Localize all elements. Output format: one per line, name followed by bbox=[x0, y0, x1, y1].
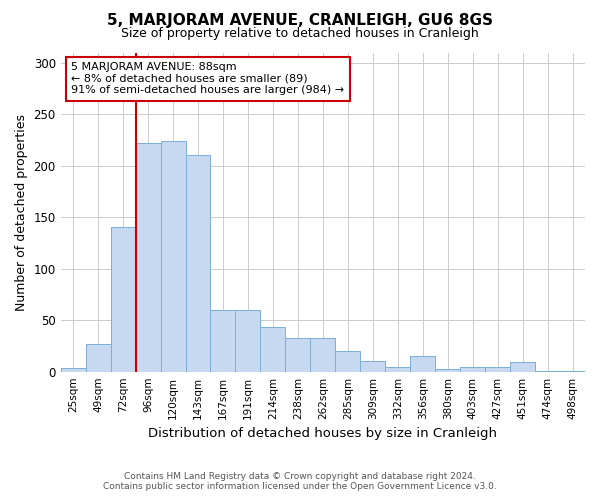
Bar bbox=[211, 310, 235, 372]
Bar bbox=[510, 362, 535, 372]
Bar bbox=[335, 351, 360, 372]
Bar bbox=[410, 356, 435, 372]
Bar bbox=[260, 328, 286, 372]
X-axis label: Distribution of detached houses by size in Cranleigh: Distribution of detached houses by size … bbox=[148, 427, 497, 440]
Y-axis label: Number of detached properties: Number of detached properties bbox=[15, 114, 28, 310]
Bar bbox=[136, 143, 161, 372]
Bar bbox=[110, 226, 136, 372]
Bar bbox=[235, 310, 260, 372]
Bar bbox=[360, 362, 385, 372]
Text: 5 MARJORAM AVENUE: 88sqm
← 8% of detached houses are smaller (89)
91% of semi-de: 5 MARJORAM AVENUE: 88sqm ← 8% of detache… bbox=[71, 62, 344, 96]
Bar bbox=[385, 366, 410, 372]
Bar bbox=[460, 366, 485, 372]
Bar bbox=[560, 370, 585, 372]
Text: Contains HM Land Registry data © Crown copyright and database right 2024.
Contai: Contains HM Land Registry data © Crown c… bbox=[103, 472, 497, 491]
Bar bbox=[185, 156, 211, 372]
Text: 5, MARJORAM AVENUE, CRANLEIGH, GU6 8GS: 5, MARJORAM AVENUE, CRANLEIGH, GU6 8GS bbox=[107, 12, 493, 28]
Text: Size of property relative to detached houses in Cranleigh: Size of property relative to detached ho… bbox=[121, 28, 479, 40]
Bar bbox=[86, 344, 110, 372]
Bar bbox=[435, 368, 460, 372]
Bar bbox=[310, 338, 335, 372]
Bar bbox=[535, 370, 560, 372]
Bar bbox=[286, 338, 310, 372]
Bar bbox=[161, 141, 185, 372]
Bar bbox=[61, 368, 86, 372]
Bar bbox=[485, 366, 510, 372]
